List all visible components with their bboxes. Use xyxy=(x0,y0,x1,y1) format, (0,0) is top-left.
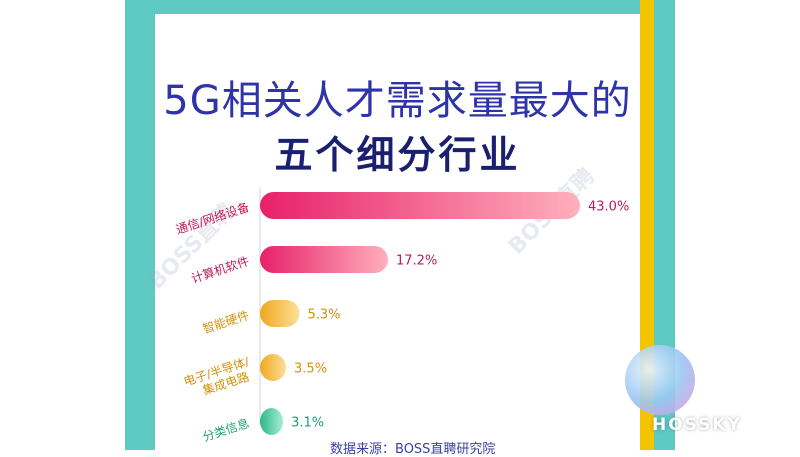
category-label-4: 分类信息 xyxy=(201,415,251,444)
decorative-blob xyxy=(625,345,695,415)
category-label-0: 通信/网络设备 xyxy=(174,199,251,237)
value-label-0: 43.0% xyxy=(588,200,629,215)
chart-title-line2: 五个细分行业 xyxy=(274,133,521,177)
bar-2 xyxy=(260,300,300,327)
poster-card: 5G相关人才需求量最大的 五个细分行业 BOSS直聘 BOSS直聘 xyxy=(144,14,640,450)
value-label-4: 3.1% xyxy=(291,416,324,431)
right-margin xyxy=(675,0,800,450)
bar-1 xyxy=(260,246,388,273)
bar-0 xyxy=(260,192,580,219)
value-label-2: 5.3% xyxy=(307,308,340,323)
value-label-3: 3.5% xyxy=(294,362,327,377)
data-source: 数据来源：BOSS直聘研究院 xyxy=(330,442,496,457)
hossky-logo: HOSSKY xyxy=(652,415,742,435)
category-label-2: 智能硬件 xyxy=(201,307,251,336)
category-label-1: 计算机软件 xyxy=(189,253,251,286)
value-label-1: 17.2% xyxy=(396,254,437,269)
bar-3 xyxy=(260,354,287,381)
accent-bar xyxy=(640,0,654,450)
bar-4 xyxy=(260,408,284,435)
left-margin xyxy=(0,0,125,450)
chart-title-line1: 5G相关人才需求量最大的 xyxy=(163,78,632,124)
